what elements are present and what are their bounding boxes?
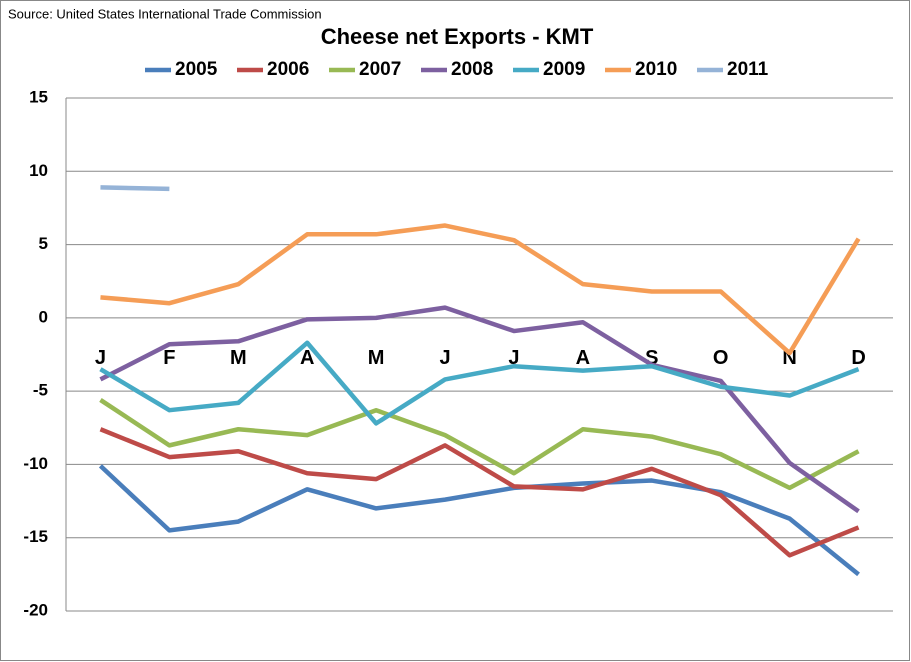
x-tick-label: M [368,347,385,369]
x-tick-label: A [300,347,314,369]
legend-label: 2009 [543,59,585,80]
y-tick-label: 0 [39,307,48,326]
x-tick-label: M [230,347,247,369]
series-line [99,427,860,558]
x-tick-label: A [576,347,590,369]
y-tick-label: -20 [23,600,48,619]
x-tick-label: D [851,347,865,369]
legend-label: 2007 [359,59,401,80]
series-line [99,340,860,426]
x-tick-label: J [508,347,519,369]
legend-label: 2008 [451,59,493,80]
legend-label: 2011 [727,59,769,80]
series-line [99,398,860,491]
series-line [99,305,860,514]
legend-label: 2006 [267,59,309,80]
x-tick-label: O [713,347,729,369]
legend-label: 2005 [175,59,218,80]
y-tick-label: 10 [29,161,48,180]
series-line [98,464,860,577]
source-note: Source: United States International Trad… [8,6,322,21]
x-tick-label: F [163,347,175,369]
y-tick-label: -10 [23,454,48,473]
y-tick-label: -15 [23,527,48,546]
series-line [100,223,861,356]
x-tick-label: J [439,347,450,369]
chart-title: Cheese net Exports - KMT [321,24,594,49]
x-tick-label: J [95,347,106,369]
legend-label: 2010 [635,59,677,80]
y-tick-label: 15 [29,87,48,106]
y-tick-label: -5 [33,381,48,400]
series-line [100,185,170,192]
y-tick-label: 5 [39,234,48,253]
